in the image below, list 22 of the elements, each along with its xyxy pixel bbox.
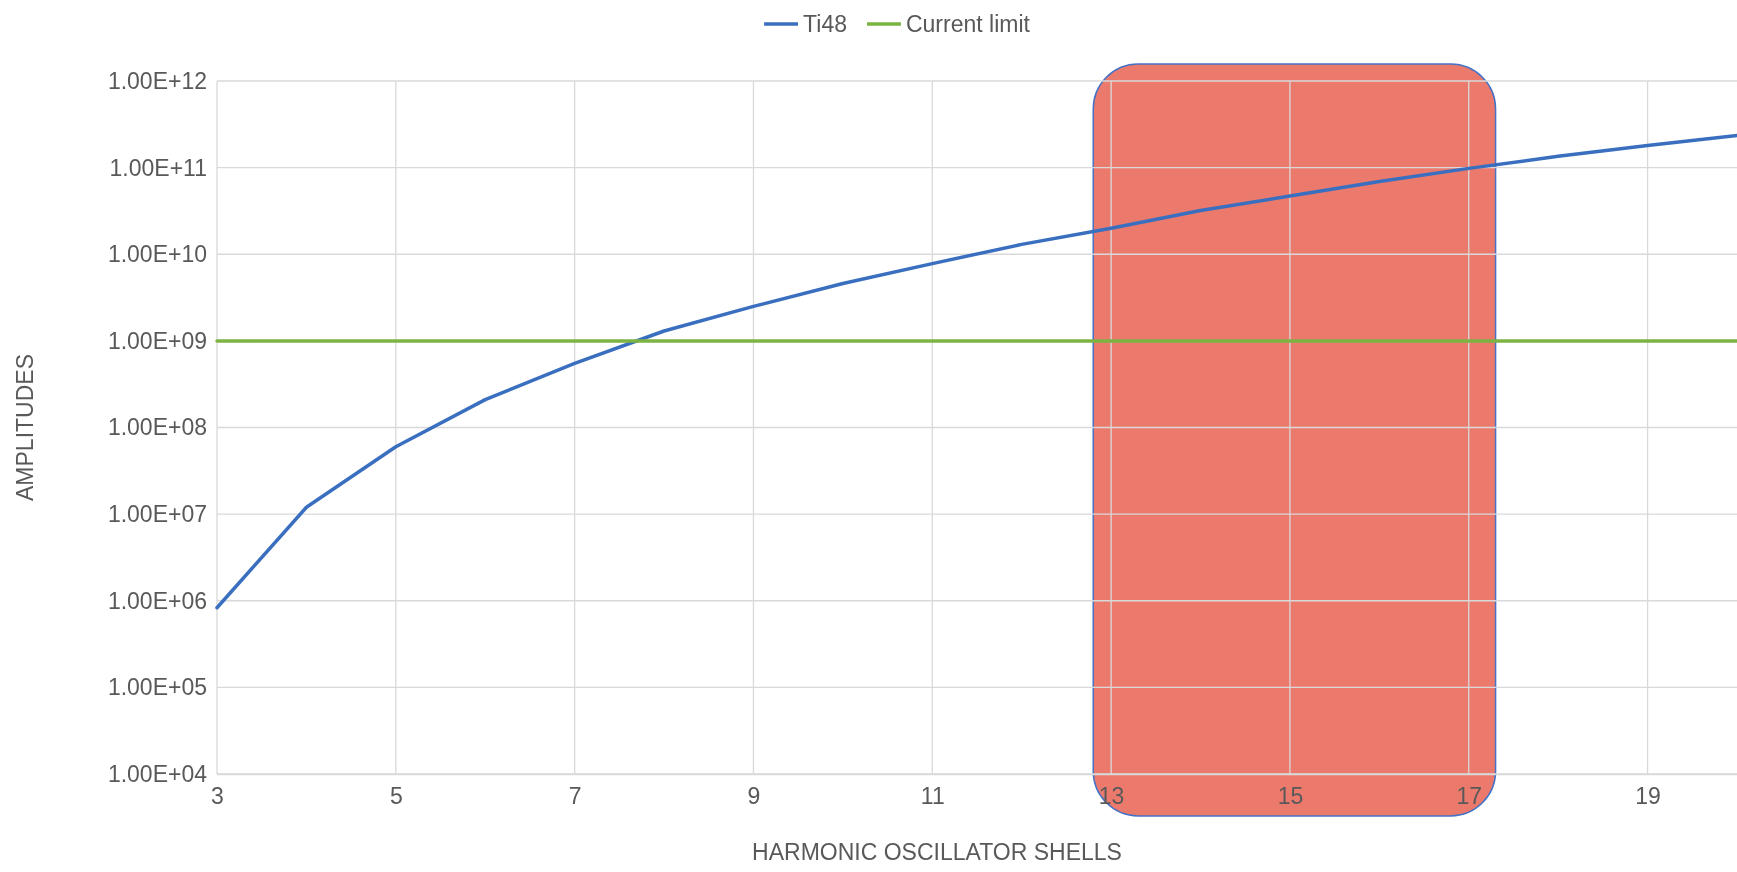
x-tick-label: 19 bbox=[1635, 783, 1661, 810]
y-tick-label: 1.00E+11 bbox=[109, 154, 207, 181]
y-tick-label: 1.00E+05 bbox=[107, 674, 207, 701]
y-tick-label: 1.00E+12 bbox=[107, 67, 207, 94]
y-tick-label: 1.00E+08 bbox=[107, 414, 207, 441]
y-tick-label: 1.00E+10 bbox=[107, 241, 207, 268]
x-axis-title: HARMONIC OSCILLATOR SHELLS bbox=[752, 839, 1122, 865]
x-tick-label: 17 bbox=[1456, 783, 1483, 810]
x-tick-label: 15 bbox=[1277, 783, 1304, 810]
x-tick-label: 7 bbox=[568, 783, 582, 810]
legend-label: Current limit bbox=[905, 11, 1031, 37]
y-axis-title: AMPLITUDES bbox=[12, 354, 38, 501]
legend-label: Ti48 bbox=[803, 11, 847, 37]
y-tick-label: 1.00E+04 bbox=[107, 760, 208, 787]
x-tick-label: 9 bbox=[747, 783, 761, 810]
y-tick-label: 1.00E+06 bbox=[107, 587, 207, 614]
x-tick-label: 13 bbox=[1098, 783, 1125, 810]
x-tick-label: 11 bbox=[920, 783, 945, 810]
y-tick-label: 1.00E+07 bbox=[107, 500, 207, 527]
x-tick-label: 3 bbox=[211, 783, 224, 810]
y-tick-label: 1.00E+09 bbox=[107, 327, 207, 354]
x-tick-label: 5 bbox=[389, 783, 403, 810]
